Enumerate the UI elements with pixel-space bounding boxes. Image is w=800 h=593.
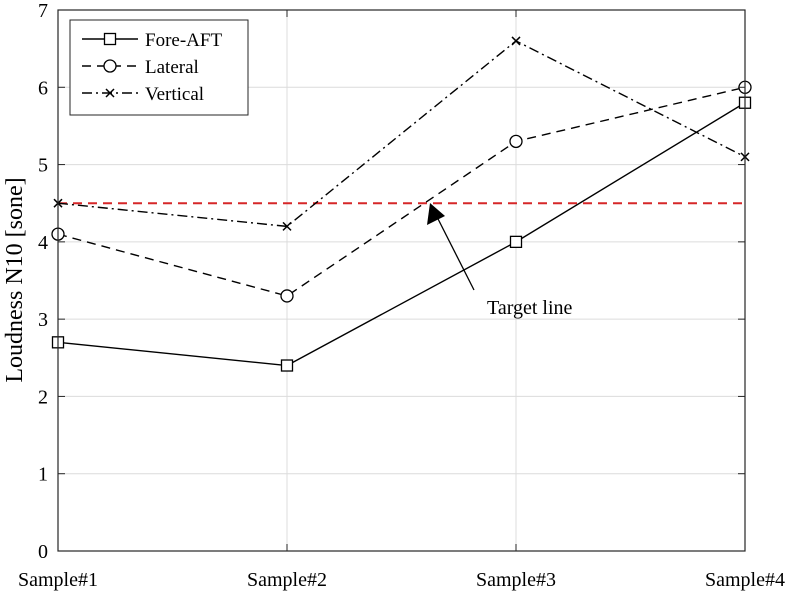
- x-marker-stroke: [105, 88, 115, 98]
- annotation-arrowhead: [427, 203, 445, 225]
- y-axis-label: Loudness N10 [sone]: [2, 177, 28, 382]
- data-point-fore-aft: [280, 359, 294, 372]
- x-tick-label: Sample#2: [247, 569, 327, 591]
- legend-label-vertical: Vertical: [145, 84, 204, 105]
- data-point-lateral: [280, 289, 294, 303]
- data-point-lateral: [509, 134, 523, 149]
- plot-frame: [57, 9, 746, 552]
- legend-marker-fore-aft: [103, 32, 117, 46]
- legend-marker-vertical: [105, 88, 115, 98]
- y-tick-label: 7: [38, 0, 48, 22]
- x-marker-stroke: [282, 221, 292, 231]
- y-tick-label: 6: [38, 77, 48, 99]
- target-line-annotation: Target line: [427, 203, 573, 319]
- data-point-vertical: [511, 36, 521, 46]
- grid-lines: [57, 9, 746, 552]
- legend-label-lateral: Lateral: [145, 57, 199, 78]
- annotation-arrow-shaft: [431, 206, 475, 291]
- legend-item-vertical: Vertical: [82, 84, 204, 105]
- y-tick-label: 3: [38, 309, 48, 331]
- legend: Fore-AFT Lateral Vertical: [69, 19, 249, 116]
- x-marker-stroke: [511, 36, 521, 46]
- y-tick-label: 5: [38, 155, 48, 177]
- y-tick-label: 0: [38, 541, 48, 563]
- x-tick-label: Sample#1: [18, 569, 98, 591]
- legend-box: [69, 19, 249, 116]
- x-tick-label: Sample#3: [476, 569, 556, 591]
- series-line-vertical: [57, 40, 746, 228]
- y-tick-label: 1: [38, 464, 48, 486]
- y-tick-label: 4: [38, 232, 48, 254]
- legend-marker-lateral: [103, 59, 117, 73]
- legend-item-lateral: Lateral: [82, 57, 199, 78]
- data-point-vertical: [282, 221, 292, 231]
- series-line-lateral: [57, 86, 746, 297]
- y-tick-label: 2: [38, 386, 48, 408]
- legend-item-fore-aft: Fore-AFT: [82, 30, 222, 51]
- axis-ticks: Sample#1 Sample#2 Sample#3 Sample#4 0 1 2 3 4 5 6 7: [18, 0, 785, 591]
- x-tick-label: Sample#4: [705, 569, 785, 591]
- series-line-fore-aft: [57, 102, 746, 367]
- data-point-fore-aft: [509, 235, 523, 249]
- annotation-text: Target line: [487, 297, 573, 319]
- legend-label-fore-aft: Fore-AFT: [145, 30, 222, 51]
